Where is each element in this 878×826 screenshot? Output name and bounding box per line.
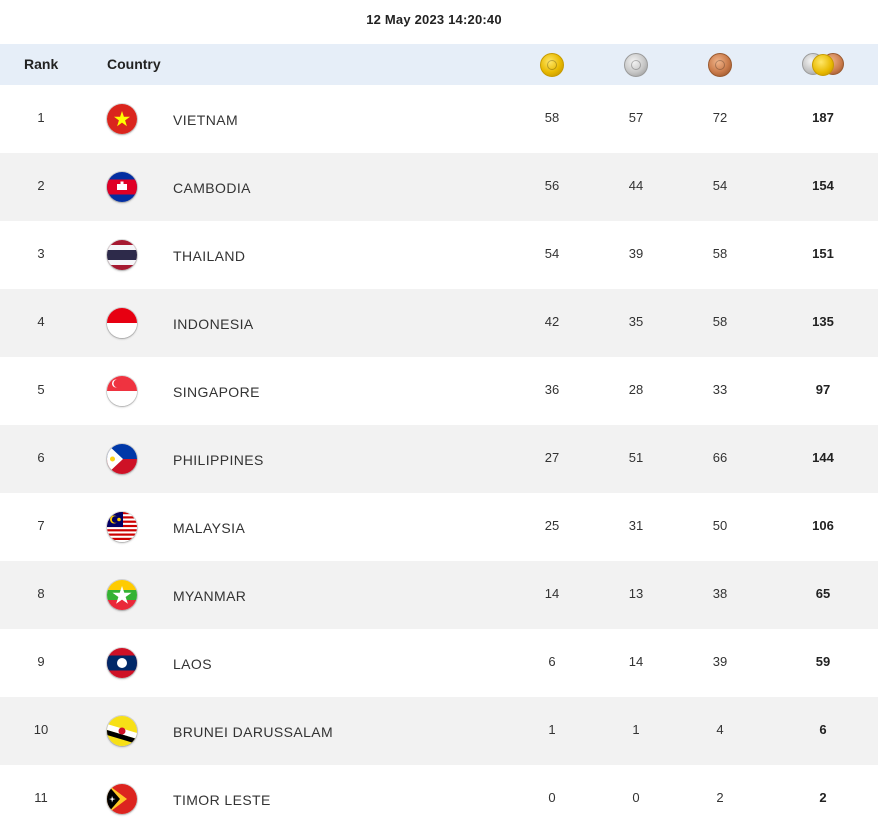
total-count: 154 — [812, 178, 834, 193]
total-count: 2 — [819, 790, 827, 805]
total-count: 97 — [815, 382, 831, 397]
country-name[interactable]: THAILAND — [173, 248, 246, 264]
rank-column-header[interactable]: Rank — [24, 56, 59, 72]
silver-count: 44 — [628, 178, 644, 193]
bronze-count: 58 — [712, 314, 728, 329]
rank-cell: 5 — [37, 382, 45, 397]
country-name[interactable]: VIETNAM — [173, 112, 239, 128]
medal-table-body: 1 VIETNAM 58 57 72 187 2 CAMBODIA 56 44 54 154 3 THAI… — [0, 85, 878, 826]
silver-count: 1 — [632, 722, 640, 737]
silver-count: 39 — [628, 246, 644, 261]
total-count: 144 — [812, 450, 834, 465]
table-row[interactable]: 8 MYANMAR 14 13 38 65 — [0, 561, 878, 629]
bronze-medal-icon[interactable] — [708, 53, 732, 77]
bronze-count: 38 — [712, 586, 728, 601]
silver-count: 51 — [628, 450, 644, 465]
vietnam-flag-icon — [107, 104, 137, 134]
gold-count: 54 — [544, 246, 560, 261]
silver-count: 0 — [632, 790, 640, 805]
silver-count: 31 — [628, 518, 644, 533]
rank-cell: 7 — [37, 518, 45, 533]
table-row[interactable]: 9 LAOS 6 14 39 59 — [0, 629, 878, 697]
table-row[interactable]: 1 VIETNAM 58 57 72 187 — [0, 85, 878, 153]
silver-medal-icon[interactable] — [624, 53, 648, 77]
country-name[interactable]: INDONESIA — [173, 316, 254, 332]
country-name[interactable]: MALAYSIA — [173, 520, 246, 536]
gold-count: 25 — [544, 518, 560, 533]
gold-medal-icon[interactable] — [540, 53, 564, 77]
table-row[interactable]: 11 TIMOR LESTE 0 0 2 2 — [0, 765, 878, 826]
country-name[interactable]: CAMBODIA — [173, 180, 251, 196]
rank-cell: 2 — [37, 178, 45, 193]
country-name[interactable]: BRUNEI DARUSSALAM — [173, 724, 334, 740]
total-count: 106 — [812, 518, 834, 533]
gold-count: 0 — [548, 790, 556, 805]
bronze-count: 39 — [712, 654, 728, 669]
indonesia-flag-icon — [107, 308, 137, 338]
table-row[interactable]: 3 THAILAND 54 39 58 151 — [0, 221, 878, 289]
total-count: 151 — [812, 246, 834, 261]
table-row[interactable]: 6 PHILIPPINES 27 51 66 144 — [0, 425, 878, 493]
table-row[interactable]: 4 INDONESIA 42 35 58 135 — [0, 289, 878, 357]
malaysia-flag-icon — [107, 512, 137, 542]
bronze-count: 58 — [712, 246, 728, 261]
country-name[interactable]: TIMOR LESTE — [173, 792, 271, 808]
bronze-count: 66 — [712, 450, 728, 465]
timestamp: 12 May 2023 14:20:40 — [366, 12, 502, 27]
bronze-count: 50 — [712, 518, 728, 533]
total-count: 59 — [815, 654, 831, 669]
laos-flag-icon — [107, 648, 137, 678]
total-count: 6 — [819, 722, 827, 737]
silver-count: 35 — [628, 314, 644, 329]
gold-count: 6 — [548, 654, 556, 669]
gold-count: 1 — [548, 722, 556, 737]
gold-count: 14 — [544, 586, 560, 601]
rank-cell: 1 — [37, 110, 45, 125]
singapore-flag-icon — [107, 376, 137, 406]
rank-cell: 8 — [37, 586, 45, 601]
country-name[interactable]: LAOS — [173, 656, 212, 672]
gold-count: 27 — [544, 450, 560, 465]
bronze-count: 4 — [716, 722, 724, 737]
silver-count: 13 — [628, 586, 644, 601]
thailand-flag-icon — [107, 240, 137, 270]
gold-count: 56 — [544, 178, 560, 193]
table-row[interactable]: 2 CAMBODIA 56 44 54 154 — [0, 153, 878, 221]
silver-count: 28 — [628, 382, 644, 397]
myanmar-flag-icon — [107, 580, 137, 610]
bronze-count: 54 — [712, 178, 728, 193]
rank-cell: 3 — [37, 246, 45, 261]
table-row[interactable]: 7 MALAYSIA 25 31 50 106 — [0, 493, 878, 561]
timor-leste-flag-icon — [107, 784, 137, 814]
table-header: Rank Country — [0, 44, 878, 85]
silver-count: 57 — [628, 110, 644, 125]
country-name[interactable]: SINGAPORE — [173, 384, 260, 400]
brunei-flag-icon — [107, 716, 137, 746]
total-medals-icon[interactable] — [802, 53, 846, 77]
bronze-count: 33 — [712, 382, 728, 397]
total-count: 135 — [812, 314, 834, 329]
total-count: 65 — [815, 586, 831, 601]
country-name[interactable]: MYANMAR — [173, 588, 247, 604]
rank-cell: 11 — [34, 790, 48, 805]
rank-cell: 4 — [37, 314, 45, 329]
rank-cell: 10 — [33, 722, 49, 737]
silver-count: 14 — [628, 654, 644, 669]
gold-count: 58 — [544, 110, 560, 125]
gold-count: 36 — [544, 382, 560, 397]
country-name[interactable]: PHILIPPINES — [173, 452, 264, 468]
total-count: 187 — [812, 110, 834, 125]
bronze-count: 2 — [716, 790, 724, 805]
table-row[interactable]: 5 SINGAPORE 36 28 33 97 — [0, 357, 878, 425]
cambodia-flag-icon — [107, 172, 137, 202]
country-column-header[interactable]: Country — [107, 56, 161, 72]
gold-count: 42 — [544, 314, 560, 329]
rank-cell: 6 — [37, 450, 45, 465]
rank-cell: 9 — [37, 654, 45, 669]
bronze-count: 72 — [712, 110, 728, 125]
philippines-flag-icon — [107, 444, 137, 474]
table-row[interactable]: 10 BRUNEI DARUSSALAM 1 1 4 6 — [0, 697, 878, 765]
